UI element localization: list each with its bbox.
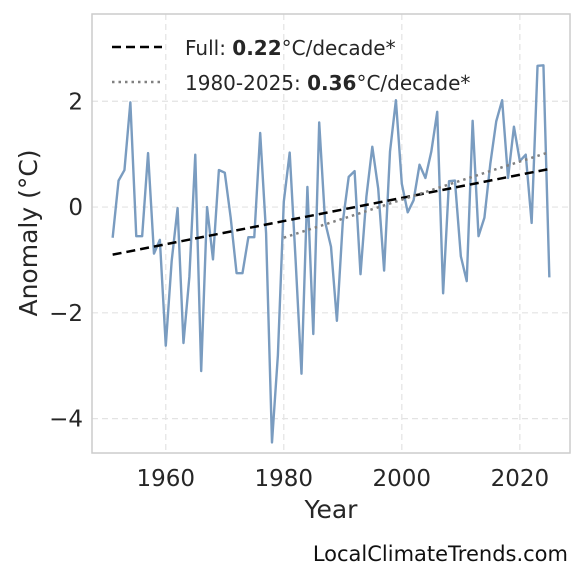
legend: Full: 0.22°C/decade* 1980-2025: 0.36°C/d… xyxy=(112,36,470,95)
legend-label-full: Full: 0.22°C/decade* xyxy=(185,36,396,60)
legend-recent-prefix: 1980-2025: xyxy=(185,71,307,95)
plot-frame xyxy=(91,13,571,454)
anomaly-line xyxy=(111,64,551,444)
y-tick-label: 2 xyxy=(68,89,83,115)
legend-recent-value: 0.36 xyxy=(307,71,356,95)
x-tick-label: 1960 xyxy=(136,466,195,492)
series-group xyxy=(111,64,551,444)
credit-watermark: LocalClimateTrends.com xyxy=(313,542,568,566)
x-tick-label: 2020 xyxy=(491,466,550,492)
recent-trend-line xyxy=(283,150,550,239)
plot-area xyxy=(92,14,570,453)
legend-full-value: 0.22 xyxy=(232,36,281,60)
y-tick-label: −4 xyxy=(49,407,83,433)
y-tick-label: −2 xyxy=(49,301,83,327)
x-tick-label: 1980 xyxy=(255,466,314,492)
gridlines xyxy=(92,14,570,453)
full-trend-line xyxy=(112,167,550,256)
y-tick-label: 0 xyxy=(68,195,83,221)
x-axis-title: Year xyxy=(304,495,359,524)
x-tick-labels: 1960 1980 2000 2020 xyxy=(136,466,549,492)
legend-recent-suffix: °C/decade* xyxy=(356,71,470,95)
legend-label-recent: 1980-2025: 0.36°C/decade* xyxy=(185,71,470,95)
y-axis-title: Anomaly (°C) xyxy=(14,149,43,316)
legend-full-prefix: Full: xyxy=(185,36,232,60)
x-tick-label: 2000 xyxy=(373,466,432,492)
legend-full-suffix: °C/decade* xyxy=(282,36,396,60)
y-tick-labels: −4 −2 0 2 xyxy=(49,89,83,432)
